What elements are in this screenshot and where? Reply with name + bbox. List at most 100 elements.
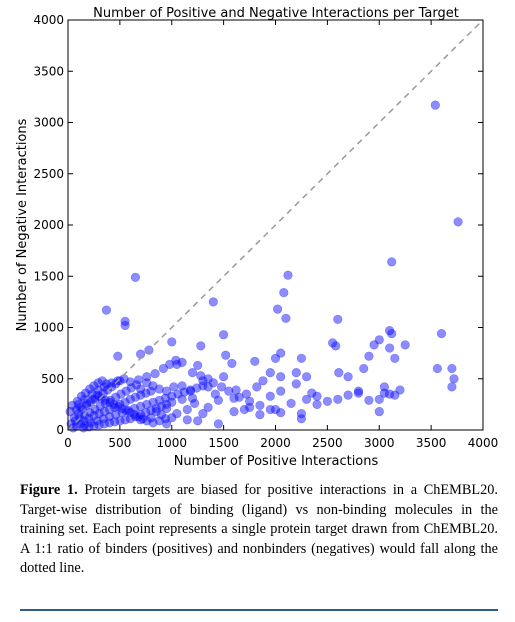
data-point	[302, 394, 312, 404]
data-point	[364, 351, 374, 361]
data-point	[182, 415, 192, 425]
data-point	[198, 381, 208, 391]
data-point	[221, 350, 231, 360]
data-point	[125, 394, 135, 404]
data-point	[322, 396, 333, 406]
data-point	[255, 400, 265, 411]
data-point	[283, 270, 293, 280]
y-axis-label: Number of Negative Interactions	[15, 118, 30, 331]
data-point	[219, 330, 229, 340]
caption-divider	[20, 609, 498, 611]
data-point	[430, 100, 440, 110]
data-point	[198, 409, 208, 419]
chart-title: Number of Positive and Negative Interact…	[93, 6, 459, 21]
data-point	[255, 410, 265, 420]
data-point	[187, 368, 198, 378]
y-tick-label: 500	[41, 372, 64, 386]
data-point	[141, 388, 151, 398]
data-point	[160, 414, 171, 424]
y-tick-label: 0	[56, 423, 64, 437]
x-axis-ticks: 0 500 1000 1500 2000 2500 3000 3500 4000	[64, 20, 498, 450]
data-point	[379, 388, 390, 398]
data-point	[136, 390, 146, 400]
data-point	[387, 257, 397, 267]
data-point	[374, 407, 384, 417]
x-tick-label: 3500	[416, 436, 447, 450]
data-point	[167, 337, 177, 347]
caption-text: Protein targets are biased for positive …	[20, 482, 498, 576]
data-point	[291, 379, 301, 389]
data-point	[291, 368, 301, 378]
data-point	[387, 329, 397, 339]
data-point	[432, 363, 443, 374]
figure-caption: Figure 1. Protein targets are biased for…	[20, 481, 498, 579]
data-point	[276, 386, 286, 396]
y-tick-label: 3500	[33, 64, 64, 78]
data-point	[265, 391, 275, 401]
data-point	[453, 217, 463, 227]
data-point	[312, 391, 322, 401]
data-point	[385, 343, 395, 353]
data-point	[203, 402, 213, 413]
x-tick-label: 4000	[468, 436, 499, 450]
scatter-chart: Number of Positive and Negative Interact…	[15, 6, 498, 469]
data-point	[121, 386, 131, 396]
y-tick-label: 2500	[33, 167, 64, 181]
scatter-points	[65, 100, 463, 433]
data-point	[333, 314, 343, 324]
caption-lead: Figure 1.	[20, 482, 78, 498]
data-point	[265, 404, 275, 415]
data-point	[193, 360, 203, 371]
data-point	[312, 399, 322, 410]
one-to-one-reference-line	[67, 19, 484, 431]
data-point	[125, 377, 135, 387]
data-point	[364, 395, 374, 405]
data-point	[150, 369, 160, 379]
data-point	[353, 386, 364, 396]
data-point	[219, 372, 229, 382]
data-point	[334, 368, 344, 378]
data-point	[171, 355, 181, 365]
data-point	[302, 372, 312, 382]
data-point	[224, 386, 234, 396]
data-point	[130, 272, 140, 282]
data-point	[111, 392, 121, 402]
data-point	[447, 382, 457, 392]
data-point	[447, 363, 457, 374]
data-point	[265, 368, 275, 378]
data-point	[258, 376, 268, 386]
data-point	[142, 372, 152, 382]
x-axis-label: Number of Positive Interactions	[174, 454, 379, 469]
data-point	[333, 394, 343, 404]
data-point	[101, 305, 111, 315]
data-point	[156, 401, 166, 412]
data-point	[100, 395, 110, 405]
data-point	[400, 340, 410, 350]
data-point	[136, 349, 146, 359]
data-point	[198, 376, 208, 386]
data-point	[138, 414, 148, 424]
data-point	[296, 353, 307, 363]
data-point	[193, 416, 203, 426]
data-point	[182, 404, 192, 415]
data-point	[270, 404, 281, 415]
data-point	[395, 385, 405, 395]
data-point	[229, 407, 239, 417]
data-point	[113, 351, 123, 361]
data-point	[196, 341, 206, 351]
data-point	[276, 372, 286, 382]
data-point	[90, 404, 100, 415]
data-point	[95, 401, 105, 412]
x-tick-label: 3000	[364, 436, 395, 450]
data-point	[239, 404, 249, 415]
data-point	[130, 392, 140, 402]
x-tick-label: 1500	[208, 436, 239, 450]
data-point	[331, 341, 341, 351]
x-tick-label: 2000	[260, 436, 291, 450]
data-point	[296, 409, 307, 419]
data-point	[281, 313, 291, 323]
y-tick-label: 1500	[33, 269, 64, 283]
data-point	[374, 394, 384, 404]
data-point	[99, 382, 109, 392]
data-point	[234, 392, 244, 402]
